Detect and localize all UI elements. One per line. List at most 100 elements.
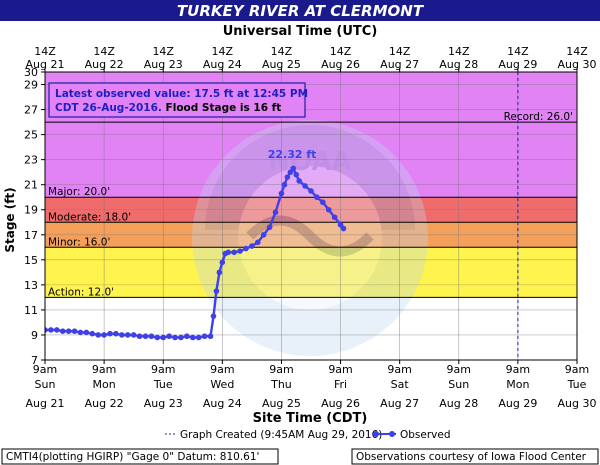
bottom-tick-day: Sun	[35, 378, 56, 391]
observed-point	[95, 332, 101, 338]
peak-label: 22.32 ft	[268, 148, 317, 161]
bottom-tick-day: Tue	[153, 378, 173, 391]
observed-point	[195, 334, 202, 341]
observed-point	[249, 243, 255, 249]
datum-text: CMTI4(plotting HGIRP) "Gage 0" Datum: 81…	[6, 451, 259, 463]
top-tick-utc: 14Z	[507, 45, 529, 58]
observed-point	[160, 334, 167, 341]
observed-point	[201, 333, 208, 340]
bottom-tick-date: Aug 24	[203, 397, 242, 410]
top-tick-date: Aug 22	[85, 58, 124, 71]
y-tick-label: 21	[24, 179, 38, 192]
observed-point	[154, 334, 161, 341]
bottom-tick-time: 9am	[506, 363, 530, 376]
observed-point	[302, 183, 308, 189]
y-tick-label: 13	[24, 279, 38, 292]
observed-point	[166, 333, 172, 340]
top-tick-date: Aug 24	[203, 58, 242, 71]
bottom-tick-time: 9am	[33, 363, 57, 376]
record-label: Record: 26.0'	[504, 111, 573, 123]
top-tick-utc: 14Z	[212, 45, 234, 58]
top-tick-utc: 14Z	[330, 45, 352, 58]
observed-legend-label: Observed	[400, 429, 451, 441]
bottom-tick-day: Wed	[210, 378, 234, 391]
bottom-tick-time: 9am	[92, 363, 116, 376]
y-tick-label: 11	[24, 304, 38, 317]
major-label: Major: 20.0'	[48, 186, 110, 198]
y-tick-label: 19	[24, 204, 38, 217]
y-tick-label: 9	[31, 329, 38, 342]
bottom-tick-day: Tue	[567, 378, 587, 391]
bottom-tick-day: Thu	[270, 378, 292, 391]
bottom-tick-date: Aug 27	[380, 397, 419, 410]
bottom-tick-date: Aug 22	[85, 397, 124, 410]
bottom-tick-time: 9am	[565, 363, 589, 376]
latest-observed-box	[48, 82, 306, 118]
observed-point	[113, 330, 119, 337]
observed-point	[260, 231, 267, 238]
y-tick-label: 7	[31, 354, 38, 367]
observed-point	[293, 171, 300, 178]
top-tick-utc: 14Z	[566, 45, 588, 58]
flood-category-labels: Record: 26.0' Major: 20.0' Moderate: 18.0'…	[48, 111, 573, 298]
observed-point	[320, 199, 326, 206]
observed-point	[136, 333, 143, 340]
y-tick-label: 29	[24, 79, 38, 92]
observed-point	[172, 334, 178, 341]
top-tick-utc: 14Z	[152, 45, 174, 58]
bottom-tick-day: Sun	[448, 378, 469, 391]
observed-series	[45, 165, 347, 341]
bottom-tick-time: 9am	[151, 363, 175, 376]
observed-point	[101, 332, 107, 338]
bottom-tick-day: Mon	[93, 378, 116, 391]
minor-label: Minor: 16.0'	[48, 236, 110, 248]
observed-legend-marker	[389, 431, 395, 437]
observed-point	[216, 269, 223, 276]
graph-created-label: Graph Created (9:45AM Aug 29, 2016)	[180, 429, 382, 441]
observed-legend-marker	[373, 431, 379, 437]
bottom-tick-time: 9am	[328, 363, 352, 376]
bottom-tick-day: Fri	[334, 378, 347, 391]
observed-point	[272, 209, 279, 216]
observed-point	[340, 225, 347, 232]
observed-point	[89, 330, 96, 337]
y-tick-label: 17	[24, 229, 38, 242]
bottom-tick-date: Aug 21	[26, 397, 65, 410]
top-tick-date: Aug 26	[321, 58, 360, 71]
observed-point	[142, 333, 149, 340]
observed-point	[284, 174, 291, 180]
datum-box	[1, 448, 279, 465]
plot-frame	[44, 71, 578, 361]
bottom-tick-date: Aug 28	[439, 397, 478, 410]
observed-point	[231, 249, 237, 256]
bottom-tick-date: Aug 23	[144, 397, 183, 410]
bottom-tick-date: Aug 30	[558, 397, 597, 410]
y-tick-label: 23	[24, 154, 38, 167]
observed-point	[178, 334, 184, 341]
observed-point	[290, 165, 297, 172]
latest-observed-date: CDT 26-Aug-2016.	[55, 102, 162, 114]
observed-point	[207, 333, 214, 340]
top-tick-utc: 14Z	[34, 45, 56, 58]
observed-point	[65, 328, 72, 335]
observed-point	[314, 194, 320, 201]
observed-point	[296, 178, 302, 184]
observed-point	[184, 333, 190, 340]
courtesy-text: Observations courtesy of Iowa Flood Cent…	[356, 451, 587, 463]
top-tick-utc: 14Z	[389, 45, 411, 58]
observed-point	[337, 221, 344, 228]
latest-observed-line1: Latest observed value: 17.5 ft at 12:45 …	[55, 88, 308, 100]
top-tick-date: Aug 21	[26, 58, 65, 71]
bottom-tick-date: Aug 29	[498, 397, 537, 410]
observed-point	[331, 214, 338, 221]
observed-point	[225, 249, 232, 256]
observed-point	[148, 333, 155, 340]
observed-point	[107, 330, 113, 337]
observed-point	[287, 169, 294, 175]
moderate-label: Moderate: 18.0'	[48, 211, 131, 223]
top-tick-utc: 14Z	[271, 45, 293, 58]
observed-point	[278, 190, 285, 197]
top-tick-date: Aug 29	[498, 58, 537, 71]
